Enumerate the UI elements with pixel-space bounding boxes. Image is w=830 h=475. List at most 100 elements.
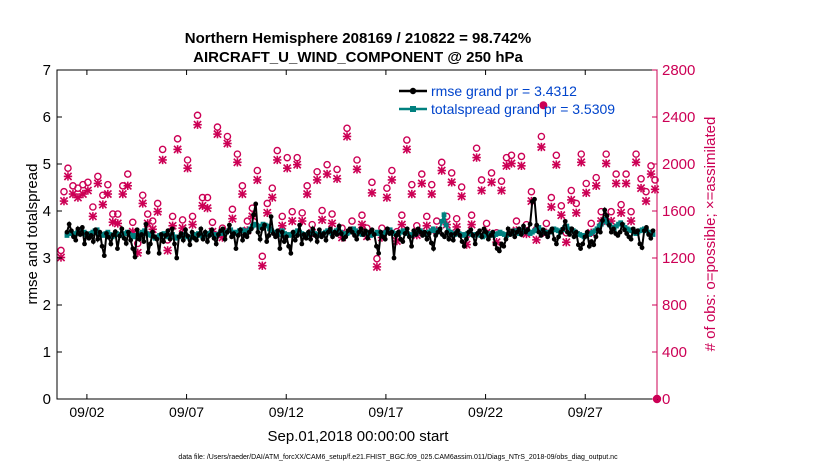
rmse-point	[343, 234, 349, 240]
obs-possible-marker	[512, 217, 521, 225]
obs-assimilated-marker	[467, 220, 476, 229]
obs-possible-marker	[183, 156, 192, 164]
rmse-point	[64, 229, 70, 235]
x-tick-label: 09/27	[568, 404, 603, 420]
obs-assimilated-marker	[342, 132, 352, 141]
obs-assimilated-marker	[537, 142, 546, 152]
obs-possible-marker	[627, 207, 635, 216]
obs-highlight-marker	[539, 101, 548, 110]
obs-possible-marker	[482, 219, 491, 228]
rmse-point	[428, 240, 434, 246]
rmse-point	[551, 236, 557, 242]
obs-assimilated-marker	[472, 153, 481, 162]
obs-possible-marker	[552, 151, 561, 160]
obs-possible-marker	[487, 169, 496, 177]
rmse-point	[374, 243, 379, 249]
obs-assimilated-marker	[59, 196, 69, 206]
obs-assimilated-marker	[497, 186, 506, 195]
x-tick-label: 09/22	[468, 404, 503, 420]
rmse-point	[323, 237, 329, 243]
y-left-tick-label: 5	[43, 156, 51, 173]
rmse-point	[95, 236, 101, 242]
obs-assimilated-marker	[626, 216, 636, 226]
obs-possible-marker	[373, 254, 381, 263]
rmse-point	[545, 234, 551, 240]
rmse-point	[646, 232, 652, 237]
rmse-point	[99, 243, 105, 249]
rmse-point	[422, 229, 428, 235]
obs-possible-marker	[383, 184, 391, 192]
obs-possible-marker	[318, 206, 326, 215]
rmse-point	[556, 234, 562, 240]
rmse-point	[314, 239, 320, 244]
rmse-point	[154, 236, 160, 242]
legend-rmse-label: rmse grand pr = 3.4312	[431, 83, 577, 99]
rmse-point	[330, 234, 335, 240]
rmse-series	[64, 196, 656, 261]
obs-assimilated-marker	[228, 214, 237, 223]
obs-assimilated-marker	[78, 189, 88, 199]
rmse-point	[115, 246, 120, 252]
obs-possible-marker	[617, 200, 625, 209]
rmse-point	[266, 233, 272, 238]
rmse-point	[207, 233, 213, 238]
obs-assimilated-marker	[158, 155, 167, 165]
rmse-point	[77, 232, 83, 237]
obs-assimilated-marker	[572, 208, 581, 218]
rmse-point	[580, 241, 586, 247]
obs-possible-marker	[168, 212, 177, 221]
legend: rmse grand pr = 3.4312 totalspread grand…	[399, 83, 615, 117]
rmse-point	[316, 227, 322, 233]
obs-possible-marker	[457, 183, 466, 191]
obs-assimilated-marker	[238, 189, 247, 199]
obs-possible-marker	[403, 136, 411, 144]
obs-assimilated-marker	[621, 179, 631, 188]
obs-assimilated-marker	[641, 196, 651, 206]
obs-possible-marker	[89, 203, 97, 211]
rmse-point	[299, 241, 305, 247]
rmse-point	[200, 236, 206, 242]
rmse-point	[360, 232, 366, 237]
obs-assimilated-marker	[98, 200, 108, 209]
obs-possible-marker	[557, 202, 566, 210]
totalspread-point	[77, 228, 83, 234]
obs-assimilated-marker	[292, 160, 302, 169]
rmse-point	[538, 233, 544, 238]
rmse-point	[622, 227, 627, 233]
rmse-point	[371, 232, 377, 237]
rmse-point	[578, 246, 583, 252]
obs-assimilated-marker	[397, 220, 407, 229]
rmse-point	[461, 243, 467, 249]
obs-possible-marker	[84, 178, 92, 187]
obs-assimilated-marker	[532, 235, 541, 245]
rmse-point	[196, 232, 202, 237]
rmse-point	[505, 226, 511, 232]
obs-possible-marker	[208, 218, 217, 227]
obs-possible-marker	[193, 111, 202, 120]
obs-possible-marker	[427, 180, 436, 189]
obs-assimilated-marker	[387, 175, 397, 185]
rmse-point	[446, 236, 452, 242]
rmse-point	[106, 234, 112, 240]
totalspread-point	[264, 223, 270, 229]
rmse-point	[121, 235, 127, 241]
rmse-point	[582, 234, 588, 240]
obs-possible-marker	[417, 170, 426, 178]
obs-assimilated-marker	[577, 158, 586, 167]
y-left-tick-label: 6	[43, 109, 51, 126]
obs-assimilated-marker	[253, 175, 262, 185]
x-axis-label: Sep.01,2018 00:00:00 start	[268, 428, 450, 445]
rmse-point	[143, 221, 149, 227]
rmse-point	[233, 246, 239, 252]
obs-assimilated-marker	[650, 185, 660, 194]
obs-assimilated-marker	[592, 181, 601, 190]
rmse-point	[617, 229, 623, 235]
obs-possible-marker	[497, 177, 506, 185]
rmse-point	[534, 222, 540, 228]
rmse-point	[290, 229, 296, 235]
rmse-point	[240, 237, 245, 243]
rmse-point	[169, 226, 175, 232]
rmse-point	[606, 222, 612, 228]
obs-assimilated-marker	[163, 246, 172, 255]
